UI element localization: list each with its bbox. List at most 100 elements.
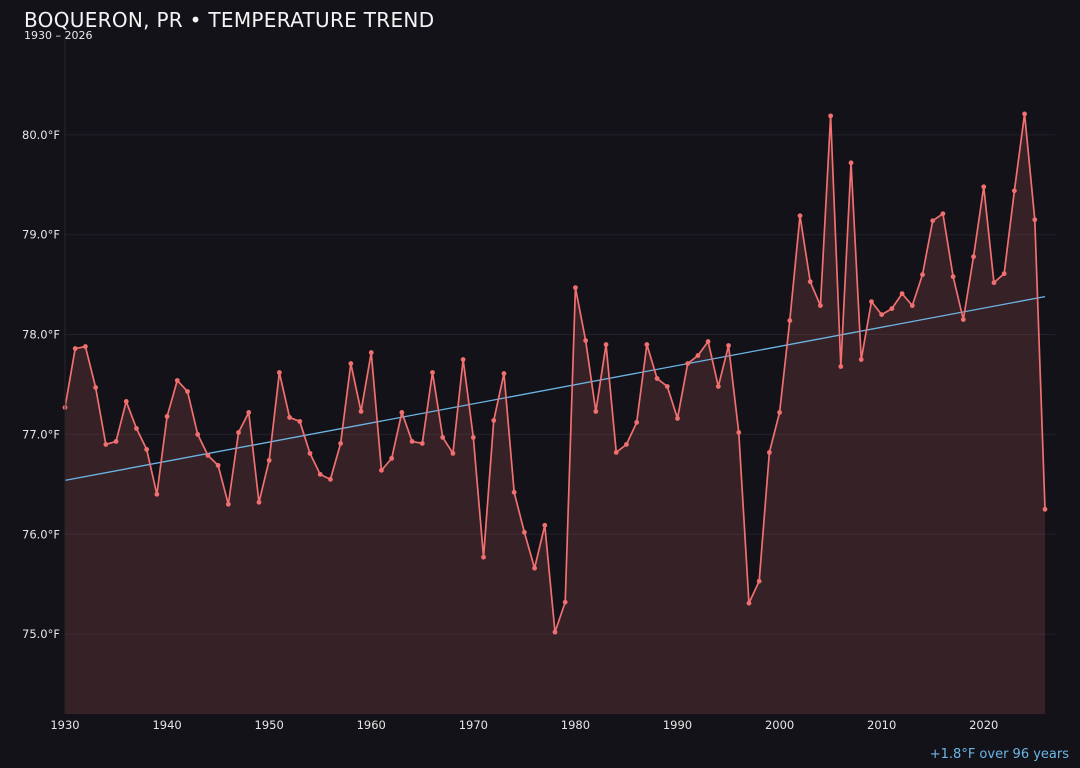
temperature-data-point — [450, 450, 456, 456]
temperature-data-point — [532, 565, 537, 571]
temperature-data-point — [236, 430, 241, 435]
temperature-data-point — [470, 435, 476, 440]
temperature-data-point — [440, 435, 446, 440]
x-tick-label: 1930 — [50, 718, 79, 732]
chart-subtitle: 1930 – 2026 — [24, 29, 93, 42]
temperature-data-point — [134, 426, 139, 431]
axis-layer: 75.0°F 76.0°F 77.0°F 78.0°F 79.0°F 80.0°F 1930… — [22, 36, 998, 732]
temperature-data-point — [317, 471, 323, 477]
x-tick-label: 1950 — [255, 718, 284, 732]
temperature-data-point — [511, 489, 517, 495]
temperature-data-point — [899, 291, 905, 297]
x-tick-label: 2000 — [765, 718, 794, 732]
temperature-data-point — [746, 600, 752, 606]
temperature-data-point — [256, 499, 262, 505]
temperature-data-point — [950, 274, 956, 280]
y-tick-label: 75.0°F — [22, 627, 60, 641]
temperature-data-point — [195, 432, 201, 437]
temperature-data-point — [797, 213, 803, 219]
temperature-data-point — [664, 384, 670, 389]
area-fill-layer — [65, 113, 1045, 714]
temperature-data-point — [573, 285, 578, 291]
temperature-data-point — [715, 384, 721, 389]
temperature-data-point — [154, 491, 160, 497]
temperature-data-point — [144, 446, 150, 452]
temperature-data-point — [756, 578, 762, 584]
temperature-data-point — [123, 399, 129, 404]
temperature-data-point — [583, 338, 589, 343]
temperature-data-point — [552, 629, 558, 635]
temperature-data-point — [93, 385, 99, 390]
temperature-data-point — [83, 344, 88, 349]
temperature-data-point — [419, 440, 425, 446]
temperature-data-point — [358, 409, 364, 414]
temperature-data-point — [1042, 506, 1048, 512]
temperature-data-point — [103, 441, 109, 447]
temperature-data-point — [644, 342, 650, 347]
temperature-data-point — [971, 254, 976, 260]
temperature-data-point — [328, 476, 333, 482]
temperature-data-point — [409, 439, 415, 444]
x-tick-label: 1970 — [459, 718, 488, 732]
temperature-data-point — [685, 361, 691, 366]
trend-line-layer — [64, 295, 1046, 481]
temperature-data-point — [1001, 271, 1007, 277]
temperature-data-point — [634, 420, 640, 425]
data-point-layer — [62, 111, 1048, 635]
temperature-data-point — [481, 554, 486, 560]
x-tick-label: 1960 — [357, 718, 386, 732]
x-tick-label: 1980 — [561, 718, 590, 732]
trend-line — [64, 295, 1046, 481]
temperature-data-point — [909, 303, 915, 309]
temperature-data-point — [307, 450, 313, 456]
temperature-data-point — [603, 342, 609, 347]
trend-summary-annotation: +1.8°F over 96 years — [929, 747, 1069, 762]
temperature-data-point — [297, 419, 303, 424]
temperature-data-point — [940, 211, 946, 217]
temperature-data-point — [889, 306, 895, 311]
temperature-data-point — [960, 317, 966, 322]
y-tick-label: 76.0°F — [22, 527, 60, 541]
temperature-data-point — [675, 416, 680, 421]
temperature-data-point — [828, 113, 834, 119]
temperature-data-point — [113, 439, 119, 444]
temperature-data-point — [838, 364, 844, 369]
temperature-data-point — [879, 312, 885, 317]
temperature-data-point — [215, 462, 221, 468]
temperature-data-point — [818, 303, 823, 309]
x-tick-label: 1940 — [152, 718, 181, 732]
y-tick-label: 78.0°F — [22, 328, 60, 342]
temperature-data-point — [624, 441, 629, 447]
y-tick-label: 77.0°F — [22, 427, 60, 441]
temperature-data-point — [287, 415, 292, 420]
temperature-data-point — [807, 279, 813, 285]
temperature-data-point — [695, 353, 701, 358]
temperature-data-point — [1032, 217, 1038, 223]
temperature-data-point — [858, 357, 864, 362]
temperature-data-point — [542, 522, 548, 528]
temperature-data-point — [593, 409, 599, 414]
x-tick-label: 1990 — [663, 718, 692, 732]
x-tick-label: 2020 — [969, 718, 998, 732]
temperature-data-point — [225, 501, 231, 507]
temperature-data-point — [205, 452, 211, 458]
temperature-data-point — [920, 272, 925, 278]
temperature-data-point — [869, 299, 874, 305]
temperature-data-point — [1022, 111, 1027, 117]
temperature-data-point — [164, 414, 170, 419]
temperature-data-point — [389, 455, 395, 461]
temperature-data-point — [981, 184, 987, 190]
temperature-data-point — [726, 343, 731, 348]
temperature-area-fill — [65, 113, 1045, 714]
temperature-data-point — [266, 457, 272, 463]
y-tick-label: 79.0°F — [22, 228, 60, 242]
x-tick-label: 2010 — [867, 718, 896, 732]
temperature-data-point — [613, 449, 619, 455]
temperature-data-point — [460, 357, 466, 362]
temperature-data-point — [368, 350, 374, 355]
temperature-data-point — [399, 410, 405, 415]
temperature-data-point — [501, 371, 507, 376]
temperature-data-point — [930, 218, 936, 224]
